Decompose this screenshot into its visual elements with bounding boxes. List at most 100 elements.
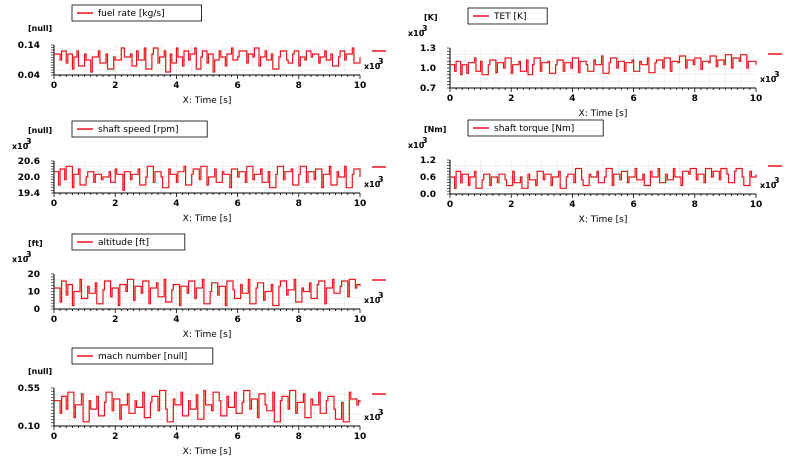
x-tick-label: 8 (692, 200, 698, 210)
x-tick-label: 0 (51, 315, 57, 325)
x-multiplier-label: x10 (760, 75, 777, 84)
y-tick-label: 20.0 (18, 173, 40, 183)
x-multiplier-label: x10 (760, 181, 777, 190)
legend-label: TET [K] (493, 12, 526, 22)
legend-box (71, 4, 203, 22)
x-tick-label: 10 (354, 432, 367, 442)
y-multiplier-label: x10 (12, 255, 29, 264)
x-tick-label: 0 (447, 94, 453, 104)
x-tick-label: 10 (354, 81, 367, 91)
x-tick-label: 0 (447, 200, 453, 210)
series-line (54, 47, 361, 73)
x-tick-label: 0 (51, 432, 57, 442)
y-tick-label: 0 (34, 305, 40, 315)
legend-box (71, 120, 208, 138)
legend-box (71, 233, 186, 251)
series-line (450, 54, 757, 76)
x-axis-label: X: Time [s] (183, 96, 232, 106)
x-tick-label: 4 (173, 315, 179, 325)
y-tick-label: 20.6 (18, 157, 40, 167)
x-tick-label: 0 (51, 81, 57, 91)
x-axis-label: X: Time [s] (183, 330, 232, 340)
y-unit-label: [null] (28, 24, 52, 33)
x-tick-label: 8 (296, 199, 302, 209)
x-tick-label: 10 (750, 200, 763, 210)
y-unit-label: [ft] (28, 239, 43, 248)
x-multiplier-label: x10 (364, 296, 381, 305)
y-tick-label: 0.7 (420, 84, 436, 94)
x-multiplier-exp: 3 (774, 176, 780, 185)
y-unit-label: [null] (28, 367, 52, 376)
x-tick-label: 6 (630, 94, 636, 104)
series-line (54, 165, 361, 191)
legend-label: altitude [ft] (98, 238, 149, 248)
legend-box (71, 347, 214, 365)
series-line (54, 389, 361, 423)
y-unit-label: [Nm] (424, 125, 446, 134)
legend-label: fuel rate [kg/s] (98, 9, 165, 19)
x-tick-label: 6 (234, 81, 240, 91)
x-tick-label: 8 (296, 432, 302, 442)
x-tick-label: 2 (112, 432, 118, 442)
y-multiplier-label: x10 (408, 29, 425, 38)
x-tick-label: 6 (630, 200, 636, 210)
legend-label: mach number [null] (98, 352, 187, 362)
y-multiplier-exp: 3 (26, 250, 32, 259)
y-multiplier-exp: 3 (26, 137, 32, 146)
x-multiplier-exp: 3 (378, 57, 384, 66)
x-axis-label: X: Time [s] (579, 215, 628, 225)
x-tick-label: 8 (296, 81, 302, 91)
x-tick-label: 10 (354, 199, 367, 209)
x-axis-label: X: Time [s] (183, 447, 232, 457)
y-multiplier-label: x10 (12, 142, 29, 151)
y-multiplier-exp: 3 (422, 24, 428, 33)
x-tick-label: 10 (354, 315, 367, 325)
x-axis-label: X: Time [s] (579, 109, 628, 119)
x-multiplier-label: x10 (364, 413, 381, 422)
x-multiplier-exp: 3 (378, 291, 384, 300)
x-tick-label: 4 (173, 199, 179, 209)
x-axis-label: X: Time [s] (183, 214, 232, 224)
x-tick-label: 8 (296, 315, 302, 325)
y-tick-label: 20 (27, 270, 40, 280)
y-tick-label: 0.0 (420, 190, 436, 200)
y-tick-label: 0.04 (18, 71, 40, 81)
y-tick-label: 10 (27, 288, 40, 298)
y-tick-label: 0.10 (18, 422, 40, 432)
x-tick-label: 6 (234, 315, 240, 325)
y-tick-label: 1.0 (420, 64, 436, 74)
y-tick-label: 0.14 (18, 41, 40, 51)
x-tick-label: 2 (508, 94, 514, 104)
x-multiplier-exp: 3 (378, 175, 384, 184)
x-tick-label: 2 (112, 199, 118, 209)
x-tick-label: 10 (750, 94, 763, 104)
x-multiplier-exp: 3 (774, 70, 780, 79)
x-tick-label: 4 (569, 200, 575, 210)
y-unit-label: [K] (424, 13, 438, 22)
x-tick-label: 4 (173, 81, 179, 91)
x-tick-label: 4 (173, 432, 179, 442)
y-multiplier-exp: 3 (422, 136, 428, 145)
x-tick-label: 0 (51, 199, 57, 209)
x-tick-label: 6 (234, 432, 240, 442)
x-tick-label: 6 (234, 199, 240, 209)
x-multiplier-label: x10 (364, 180, 381, 189)
x-tick-label: 2 (112, 315, 118, 325)
x-tick-label: 2 (508, 200, 514, 210)
x-tick-label: 4 (569, 94, 575, 104)
y-tick-label: 1.2 (420, 156, 436, 166)
legend-box (467, 119, 604, 137)
y-unit-label: [null] (28, 126, 52, 135)
x-tick-label: 8 (692, 94, 698, 104)
y-tick-label: 19.4 (18, 189, 40, 199)
series-line (54, 278, 361, 307)
y-multiplier-label: x10 (408, 141, 425, 150)
legend-label: shaft speed [rpm] (98, 125, 179, 135)
